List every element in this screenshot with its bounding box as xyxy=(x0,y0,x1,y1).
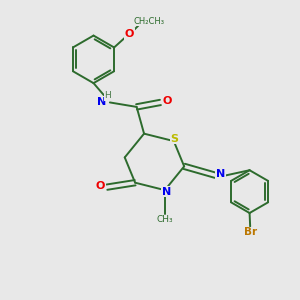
Text: N: N xyxy=(162,187,171,196)
Text: S: S xyxy=(170,134,178,144)
Text: CH₂CH₃: CH₂CH₃ xyxy=(134,17,165,26)
Text: CH₃: CH₃ xyxy=(157,215,173,224)
Text: N: N xyxy=(216,169,225,179)
Text: O: O xyxy=(162,96,172,106)
Text: Br: Br xyxy=(244,227,257,237)
Text: H: H xyxy=(104,91,111,100)
Text: O: O xyxy=(96,181,105,191)
Text: N: N xyxy=(97,97,106,107)
Text: O: O xyxy=(125,29,134,39)
